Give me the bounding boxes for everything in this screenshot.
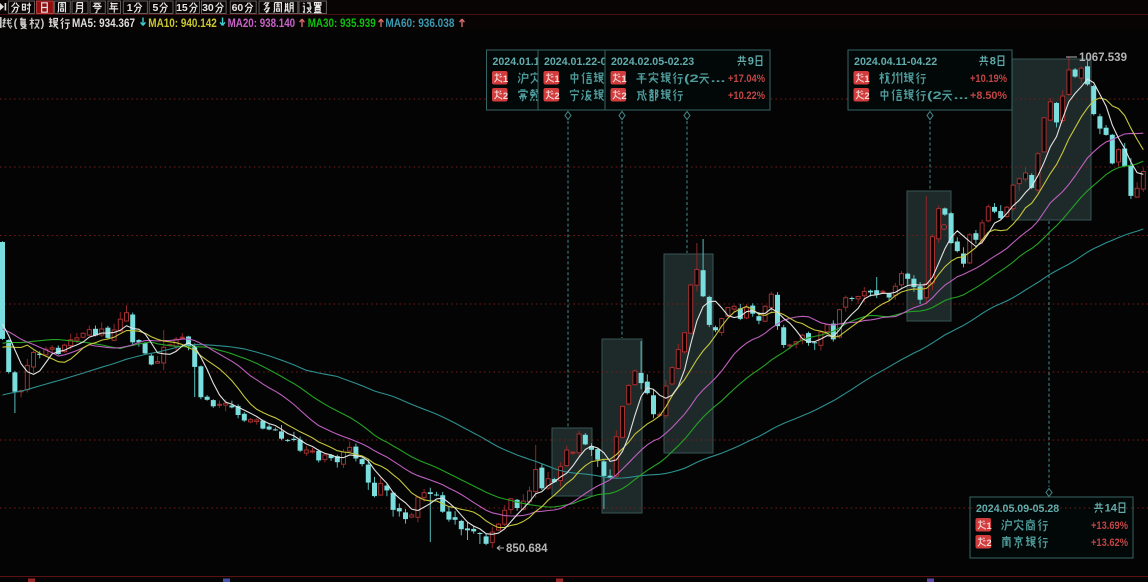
svg-text:2024.04.11-04.22: 2024.04.11-04.22 — [854, 56, 937, 68]
svg-text:30: 30 — [202, 2, 214, 14]
svg-text:1: 1 — [864, 74, 870, 85]
svg-text:2024.05.09-05.28: 2024.05.09-05.28 — [976, 503, 1059, 515]
svg-text:2: 2 — [621, 91, 626, 102]
svg-text:+10.19%: +10.19% — [970, 73, 1007, 85]
svg-text:1: 1 — [621, 74, 627, 85]
svg-text:+10.22%: +10.22% — [728, 90, 765, 102]
svg-text:15: 15 — [176, 2, 188, 14]
svg-text:9: 9 — [748, 55, 754, 67]
svg-text:2: 2 — [554, 91, 559, 102]
svg-text:2: 2 — [503, 91, 508, 102]
svg-text:2024.02.05-02.23: 2024.02.05-02.23 — [611, 56, 694, 68]
svg-text:(2: (2 — [684, 73, 699, 85]
svg-text:MA20: 938.140: MA20: 938.140 — [228, 18, 296, 30]
svg-text:1067.539: 1067.539 — [1079, 52, 1127, 64]
svg-text:MA10: 940.142: MA10: 940.142 — [148, 18, 217, 30]
svg-text:2: 2 — [864, 91, 869, 102]
svg-text:1: 1 — [986, 521, 992, 532]
svg-text:...: ... — [711, 73, 726, 85]
svg-text:MA30: 935.939: MA30: 935.939 — [308, 18, 376, 30]
svg-text:): ) — [41, 18, 45, 30]
svg-text:(2: (2 — [927, 90, 942, 102]
svg-text:5: 5 — [153, 2, 159, 14]
svg-text:1: 1 — [127, 2, 133, 14]
svg-text:850.684: 850.684 — [506, 543, 548, 555]
svg-text:+8.50%: +8.50% — [970, 90, 1007, 102]
svg-text:14: 14 — [1105, 502, 1118, 514]
svg-text:8: 8 — [990, 55, 996, 67]
svg-text:1: 1 — [503, 74, 509, 85]
svg-text:...: ... — [954, 90, 969, 102]
svg-text:60: 60 — [232, 2, 244, 14]
svg-text:MA60: 936.038: MA60: 936.038 — [385, 18, 455, 30]
svg-text:2: 2 — [986, 538, 991, 549]
svg-text:1: 1 — [554, 74, 560, 85]
svg-text:MA5: 934.367: MA5: 934.367 — [72, 18, 135, 30]
svg-text:(: ( — [14, 18, 18, 30]
svg-text:+17.04%: +17.04% — [728, 73, 765, 85]
svg-text:+13.69%: +13.69% — [1091, 520, 1128, 532]
svg-text:+13.62%: +13.62% — [1091, 537, 1128, 549]
